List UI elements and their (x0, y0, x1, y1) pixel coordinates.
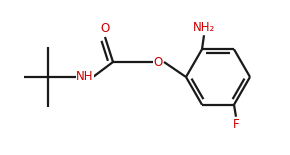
Text: O: O (153, 55, 163, 69)
Text: NH: NH (76, 71, 94, 84)
Text: NH₂: NH₂ (193, 21, 215, 34)
Text: F: F (233, 118, 239, 131)
Text: O: O (100, 22, 110, 35)
